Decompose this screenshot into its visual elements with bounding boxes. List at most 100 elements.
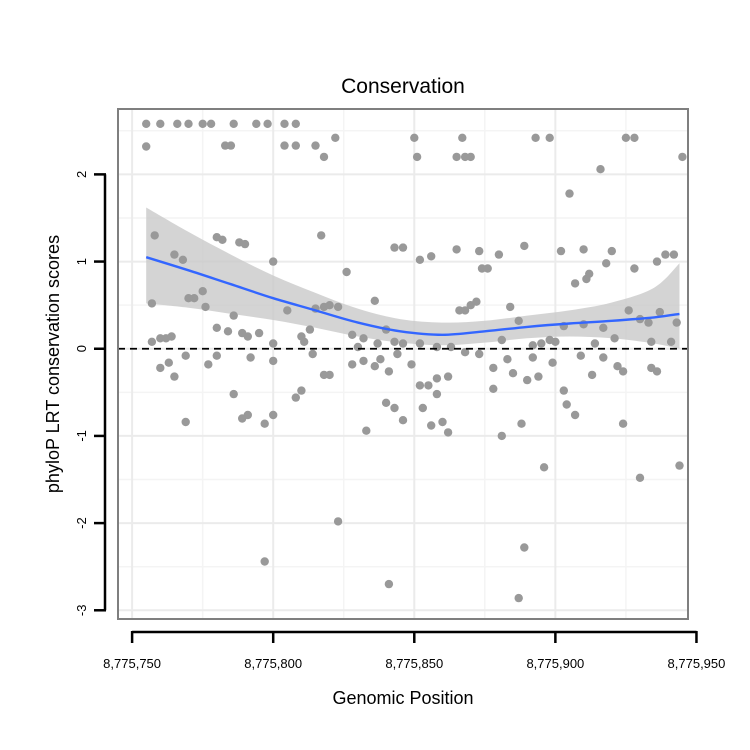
data-point <box>613 362 622 371</box>
data-point <box>551 337 560 346</box>
data-point <box>150 231 159 240</box>
data-point <box>647 337 656 346</box>
data-point <box>418 403 427 413</box>
data-point <box>576 351 585 360</box>
data-point <box>644 318 653 327</box>
data-point <box>359 334 368 343</box>
data-point <box>198 119 207 128</box>
data-point <box>308 349 317 359</box>
data-point <box>291 141 300 150</box>
data-point <box>325 301 334 310</box>
data-point <box>181 417 190 427</box>
data-point <box>297 386 306 395</box>
data-point <box>666 337 676 346</box>
data-point <box>415 255 425 264</box>
data-point <box>460 306 470 315</box>
y-tick-label: -1 <box>74 430 89 442</box>
data-point <box>514 593 523 603</box>
data-point <box>443 428 453 437</box>
data-point <box>240 239 250 249</box>
data-point <box>218 235 227 244</box>
data-point <box>630 133 639 142</box>
data-point <box>531 133 540 142</box>
data-point <box>506 302 515 312</box>
data-point <box>570 279 580 288</box>
data-point <box>156 119 165 128</box>
data-point <box>370 296 379 305</box>
data-point <box>424 381 433 390</box>
data-point <box>201 302 210 312</box>
data-point <box>206 119 216 128</box>
data-point <box>362 426 371 435</box>
data-point <box>596 165 605 174</box>
y-tick-label: -2 <box>74 517 89 529</box>
data-point <box>269 257 278 266</box>
data-point <box>156 363 165 373</box>
data-point <box>226 141 236 150</box>
data-point <box>523 375 532 385</box>
data-point <box>545 133 554 142</box>
x-tick-label: 8,775,850 <box>385 656 443 671</box>
data-point <box>398 339 408 348</box>
data-point <box>204 360 213 369</box>
data-point <box>585 269 594 278</box>
data-point <box>655 307 664 317</box>
data-point <box>537 339 546 348</box>
smooth-trend-line <box>145 256 680 337</box>
x-tick-label: 8,775,900 <box>526 656 584 671</box>
data-point <box>618 367 628 376</box>
data-point <box>317 231 326 240</box>
data-point <box>263 119 272 128</box>
data-point <box>508 369 518 378</box>
data-point <box>384 579 394 589</box>
data-point <box>590 339 600 348</box>
data-point <box>370 362 379 371</box>
data-point <box>570 410 580 420</box>
data-point <box>652 257 662 266</box>
data-point <box>458 133 467 142</box>
data-point <box>170 372 179 381</box>
data-point <box>661 250 670 259</box>
data-point <box>472 297 481 306</box>
data-point <box>672 318 681 327</box>
data-point <box>291 393 300 402</box>
data-point <box>410 133 419 142</box>
data-point <box>483 264 492 273</box>
data-point <box>280 119 289 128</box>
data-point <box>599 353 608 362</box>
data-point <box>243 332 252 341</box>
y-tick-label: 2 <box>74 171 89 178</box>
data-point <box>520 241 529 251</box>
data-point <box>494 250 504 259</box>
data-point <box>331 133 340 142</box>
data-point <box>269 410 278 420</box>
data-point <box>229 311 238 320</box>
data-point <box>602 259 611 268</box>
data-point <box>384 367 394 376</box>
data-point <box>291 119 300 128</box>
y-axis-title: phyloP LRT conservation scores <box>43 235 63 493</box>
plot-border <box>117 108 689 620</box>
x-tick-label: 8,775,750 <box>103 656 161 671</box>
data-point <box>624 306 633 315</box>
data-point <box>348 330 357 339</box>
data-point <box>342 267 351 277</box>
smooth-line-layer <box>145 256 680 337</box>
confidence-band <box>146 207 680 349</box>
data-point <box>621 133 631 142</box>
data-point <box>678 152 687 162</box>
data-point <box>635 473 645 482</box>
data-point <box>170 250 179 259</box>
data-point <box>427 421 436 430</box>
y-tick-label: 0 <box>74 345 89 352</box>
confidence-band-layer <box>146 207 680 349</box>
data-point <box>260 557 269 566</box>
data-point <box>198 287 207 296</box>
data-point <box>142 119 151 128</box>
data-point <box>452 245 461 254</box>
data-point <box>390 243 399 252</box>
data-point <box>398 416 408 425</box>
data-point <box>432 374 442 383</box>
data-point <box>164 358 173 367</box>
data-point <box>243 410 252 420</box>
